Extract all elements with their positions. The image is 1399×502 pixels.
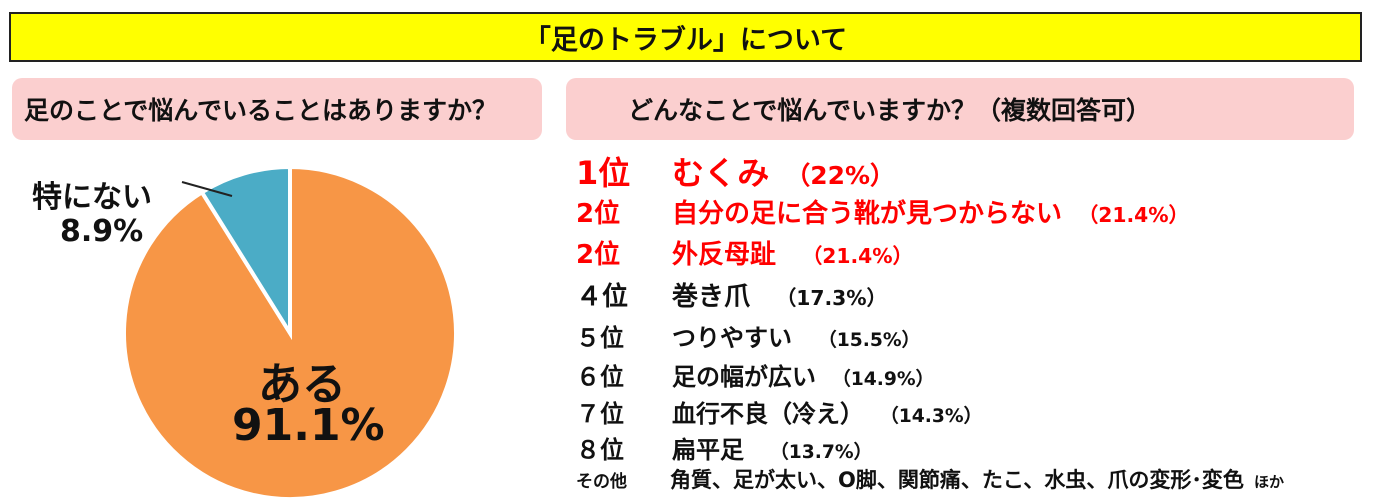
rank-label: ６位 bbox=[576, 363, 624, 391]
ranking-row: 1位 むくみ （22%） bbox=[576, 148, 895, 194]
other-label: その他 bbox=[576, 472, 627, 492]
rank-item: 巻き爪 bbox=[672, 282, 751, 312]
pie-slice-none bbox=[199, 164, 292, 340]
rank-item: つりやすい bbox=[672, 324, 792, 352]
rank-label: 2位 bbox=[576, 240, 621, 270]
rank-item: 足の幅が広い bbox=[672, 363, 816, 391]
rank-label: ７位 bbox=[576, 400, 624, 428]
left-question-box: 足のことで悩んでいることはありますか？ bbox=[12, 78, 542, 140]
leader-line bbox=[181, 181, 233, 197]
other-suffix: ほか bbox=[1253, 473, 1284, 491]
rank-pct: （13.7%） bbox=[770, 442, 873, 463]
rank-pct: （21.4%） bbox=[1078, 203, 1189, 227]
rank-label: 1位 bbox=[576, 154, 631, 192]
right-question: どんなことで悩んでいますか？（複数回答可） bbox=[628, 96, 1152, 125]
pie-chart bbox=[122, 164, 458, 501]
slice-label-yes: ある bbox=[258, 359, 346, 410]
rank-label: 2位 bbox=[576, 199, 621, 229]
rank-pct: （17.3%） bbox=[776, 286, 887, 310]
slice-value-yes: 91.1% bbox=[232, 400, 385, 451]
ranking-row: ４位 巻き爪 （17.3%） bbox=[576, 276, 887, 313]
other-row: その他 角質、足が太い、O脚、関節痛、たこ、水虫、爪の変形･変色 ほか bbox=[576, 464, 1284, 494]
rank-item: 外反母趾 bbox=[672, 240, 777, 270]
rank-pct: （21.4%） bbox=[802, 244, 913, 268]
ranking-row: 2位 外反母趾 （21.4%） bbox=[576, 234, 913, 271]
ranking-row: ６位 足の幅が広い （14.9%） bbox=[576, 357, 934, 392]
ranking-row: 2位 自分の足に合う靴が見つからない （21.4%） bbox=[576, 193, 1189, 230]
slice-label-none: 特にない bbox=[32, 180, 152, 215]
page-title-text: 「足のトラブル」について bbox=[523, 24, 848, 56]
rank-pct: （14.9%） bbox=[832, 369, 935, 390]
rank-item: 自分の足に合う靴が見つからない bbox=[672, 199, 1063, 229]
slice-value-none: 8.9% bbox=[60, 214, 144, 249]
ranking-row: ８位 扁平足 （13.7%） bbox=[576, 430, 872, 465]
ranking-row: ７位 血行不良（冷え） （14.3%） bbox=[576, 394, 982, 429]
rank-pct: （15.5%） bbox=[818, 330, 921, 351]
rank-item: 血行不良（冷え） bbox=[672, 400, 864, 428]
right-question-box: どんなことで悩んでいますか？（複数回答可） bbox=[566, 78, 1354, 140]
rank-label: ４位 bbox=[576, 282, 629, 312]
rank-item: 扁平足 bbox=[672, 436, 744, 464]
ranking-row: ５位 つりやすい （15.5%） bbox=[576, 318, 920, 353]
rank-pct: （14.3%） bbox=[880, 406, 983, 427]
page-title: 「足のトラブル」について bbox=[9, 12, 1362, 62]
rank-label: ５位 bbox=[576, 324, 624, 352]
other-items: 角質、足が太い、O脚、関節痛、たこ、水虫、爪の変形･変色 bbox=[670, 468, 1244, 492]
rank-label: ８位 bbox=[576, 436, 624, 464]
rank-pct: （22%） bbox=[785, 161, 895, 190]
left-question: 足のことで悩んでいることはありますか？ bbox=[24, 96, 498, 125]
rank-item: むくみ bbox=[672, 154, 770, 192]
